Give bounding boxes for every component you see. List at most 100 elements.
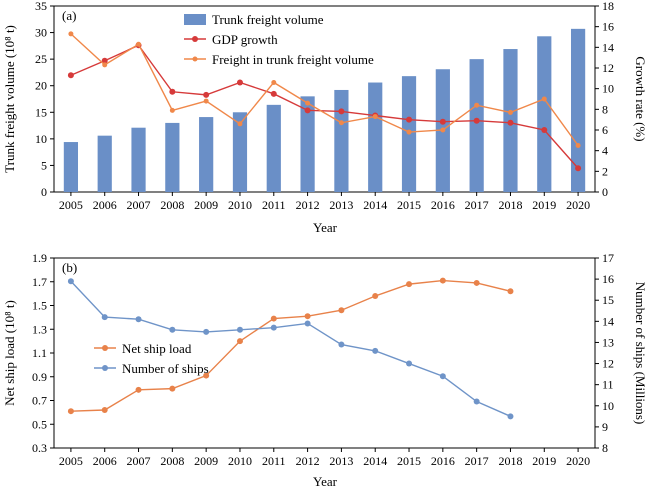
y-right-tick-label-16: 16 (602, 272, 614, 286)
x-tick-label-2011: 2011 (262, 454, 286, 468)
bar-2012 (300, 96, 315, 192)
panel-b-x-axis-label: Year (313, 474, 338, 489)
point-net-ship-load-2016 (439, 277, 446, 284)
bar-2007 (131, 127, 146, 192)
y-tick-label-15: 15 (35, 105, 47, 119)
panel-a-legend: Trunk freight volume GDP growth Freight … (184, 12, 374, 67)
y-tick-label-0-3: 0.3 (32, 441, 47, 455)
y-right-tick-label-13: 13 (602, 335, 614, 349)
x-tick-label-2016: 2016 (431, 454, 455, 468)
point-freight-in-trunk-freight-volume-2016 (440, 127, 446, 133)
x-tick-label-2006: 2006 (93, 198, 117, 212)
y-right-tick-label-16: 16 (602, 20, 614, 34)
point-freight-in-trunk-freight-volume-2019 (541, 96, 547, 102)
x-tick-label-2013: 2013 (329, 454, 353, 468)
point-number-of-ships-2009 (203, 328, 210, 335)
x-tick-label-2012: 2012 (296, 454, 320, 468)
x-tick-label-2009: 2009 (194, 454, 218, 468)
panel-b-y-axis-label: Net ship load (10⁸ t) (2, 300, 17, 406)
legend-label-net-ship-load: Net ship load (122, 341, 192, 356)
y-right-tick-label-15: 15 (602, 293, 614, 307)
panel-a-y-axis-label-right: Growth rate (%) (633, 56, 648, 141)
y-tick-label-1-7: 1.7 (32, 275, 47, 289)
x-tick-label-2018: 2018 (498, 454, 522, 468)
point-gdp-growth-2013 (338, 108, 345, 115)
panel-a-y-ticks-right: 0 2 4 6 8 10 12 14 16 18 (595, 0, 614, 199)
point-freight-in-trunk-freight-volume-2005 (68, 31, 74, 37)
y-right-tick-label-14: 14 (602, 314, 614, 328)
y-right-tick-label-18: 18 (602, 0, 614, 13)
y-tick-label-1-1: 1.1 (32, 346, 47, 360)
x-tick-label-2014: 2014 (363, 198, 387, 212)
point-net-ship-load-2014 (372, 293, 379, 299)
legend-marker-gdp-growth (192, 36, 198, 42)
y-right-tick-label-4: 4 (602, 144, 608, 158)
y-right-tick-label-11: 11 (602, 378, 614, 392)
y-right-tick-label-10: 10 (602, 399, 614, 413)
y-right-tick-label-8: 8 (602, 441, 608, 455)
y-right-tick-label-6: 6 (602, 123, 608, 137)
y-tick-label-0-5: 0.5 (32, 417, 47, 431)
bar-2010 (232, 112, 248, 192)
legend-marker-net-ship-load (102, 345, 108, 351)
point-gdp-growth-2017 (473, 117, 480, 124)
legend-label-gdp-growth: GDP growth (212, 32, 278, 47)
x-tick-label-2015: 2015 (397, 198, 421, 212)
panel-b-x-ticks: 2005 2006 2007 2008 2009 2010 2011 2012 2013 2014… (59, 448, 590, 468)
panel-b-label: (b) (62, 260, 77, 275)
point-net-ship-load-2008 (169, 385, 176, 392)
y-right-tick-label-0: 0 (602, 185, 608, 199)
panel-a-x-ticks: 2005 2006 2007 2008 2009 2010 2011 2012 2013 2014… (59, 192, 590, 212)
y-right-tick-label-12: 12 (602, 61, 614, 75)
panel-b-y-ticks-right: 8 9 10 11 12 13 14 15 16 17 (595, 251, 614, 455)
point-number-of-ships-2015 (406, 360, 413, 367)
point-number-of-ships-2008 (169, 326, 176, 333)
series-line-freight-in-trunk-freight-volume (70, 33, 579, 146)
legend-label-freight-in-trunk: Freight in trunk freight volume (212, 52, 374, 67)
point-number-of-ships-2007 (135, 316, 142, 323)
y-right-tick-label-2: 2 (602, 164, 608, 178)
y-right-tick-label-9: 9 (602, 420, 608, 434)
point-net-ship-load-2018 (507, 288, 514, 295)
point-number-of-ships-2010 (236, 326, 243, 333)
point-gdp-growth-2016 (439, 118, 446, 125)
y-tick-label-10: 10 (35, 132, 47, 146)
point-gdp-growth-2015 (406, 116, 413, 123)
point-freight-in-trunk-freight-volume-2008 (169, 107, 175, 113)
point-freight-in-trunk-freight-volume-2014 (372, 114, 378, 120)
legend-label-number-of-ships: Number of ships (122, 361, 209, 376)
point-gdp-growth-2006 (101, 57, 108, 64)
point-number-of-ships-2013 (338, 341, 345, 348)
legend-marker-number-of-ships (102, 365, 108, 371)
point-freight-in-trunk-freight-volume-2018 (507, 109, 513, 115)
x-tick-label-2010: 2010 (228, 198, 252, 212)
panel-a-x-axis-label: Year (313, 220, 338, 235)
bar-2011 (266, 104, 281, 192)
point-gdp-growth-2008 (169, 88, 176, 95)
point-freight-in-trunk-freight-volume-2010 (237, 121, 243, 127)
bar-2014 (368, 82, 383, 192)
x-tick-label-2008: 2008 (160, 198, 184, 212)
bar-2005 (63, 142, 79, 192)
panel-b-y-axis-label-right: Number of ships (Millions) (633, 282, 648, 425)
legend-label-trunk-freight-volume: Trunk freight volume (212, 12, 324, 27)
x-tick-label-2013: 2013 (329, 198, 353, 212)
point-net-ship-load-2010 (236, 338, 243, 345)
x-tick-label-2017: 2017 (465, 198, 489, 212)
y-right-tick-label-8: 8 (602, 102, 608, 116)
point-net-ship-load-2012 (304, 313, 311, 320)
point-gdp-growth-2019 (541, 127, 548, 133)
y-tick-label-1-9: 1.9 (32, 251, 47, 265)
bar-2006 (97, 135, 112, 192)
x-tick-label-2017: 2017 (465, 454, 489, 468)
point-number-of-ships-2005 (67, 278, 74, 285)
x-tick-label-2007: 2007 (127, 454, 151, 468)
bar-2009 (199, 117, 214, 192)
point-number-of-ships-2014 (372, 347, 379, 354)
x-tick-label-2020: 2020 (566, 198, 590, 212)
x-tick-label-2005: 2005 (59, 454, 83, 468)
bar-2017 (469, 59, 484, 193)
bar-2019 (537, 36, 552, 192)
x-tick-label-2009: 2009 (194, 198, 218, 212)
y-tick-label-0: 0 (41, 185, 47, 199)
